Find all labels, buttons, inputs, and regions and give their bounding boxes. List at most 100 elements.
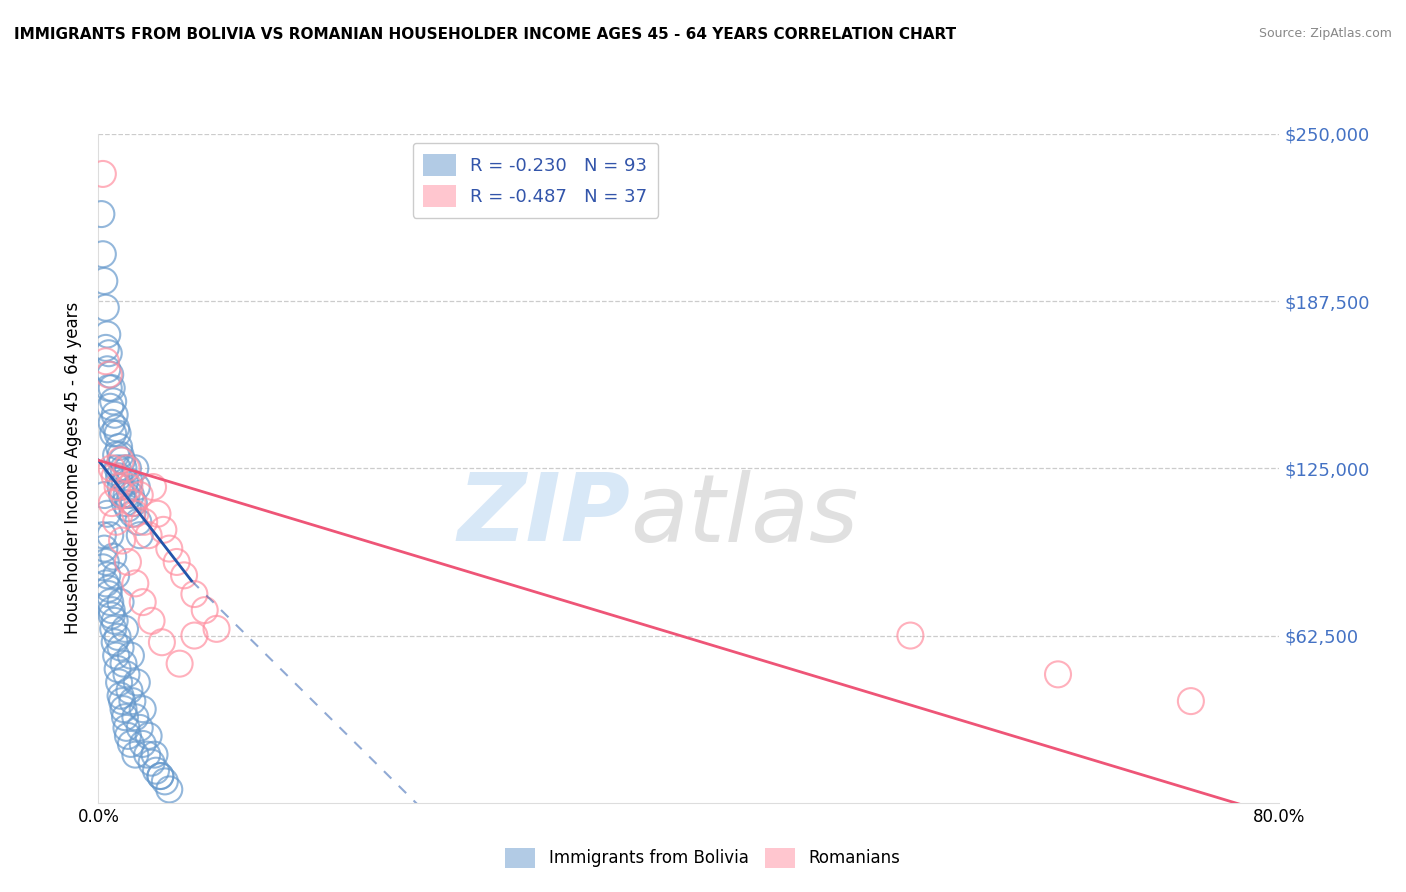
Point — [152, 523, 174, 537]
Point — [91, 528, 114, 542]
Point — [96, 507, 118, 521]
Point — [103, 394, 125, 409]
Point — [118, 683, 141, 698]
Point — [115, 721, 138, 735]
Point — [153, 774, 176, 789]
Point — [143, 747, 166, 762]
Point — [104, 408, 127, 422]
Point — [117, 501, 139, 516]
Text: Source: ZipAtlas.com: Source: ZipAtlas.com — [1258, 27, 1392, 40]
Point — [94, 576, 117, 591]
Point — [107, 426, 129, 441]
Point — [121, 694, 143, 708]
Point — [104, 614, 127, 628]
Point — [107, 480, 129, 494]
Point — [121, 496, 143, 510]
Point — [112, 488, 135, 502]
Point — [94, 354, 117, 368]
Point — [138, 528, 160, 542]
Point — [110, 595, 132, 609]
Point — [132, 702, 155, 716]
Point — [112, 461, 135, 475]
Point — [115, 667, 138, 681]
Point — [98, 528, 121, 542]
Point — [117, 729, 139, 743]
Point — [93, 274, 115, 288]
Point — [100, 603, 122, 617]
Point — [183, 587, 205, 601]
Point — [107, 461, 129, 475]
Point — [94, 555, 117, 569]
Point — [110, 480, 132, 494]
Point — [98, 595, 121, 609]
Point — [107, 662, 129, 676]
Point — [93, 541, 115, 556]
Point — [91, 247, 114, 261]
Point — [114, 496, 136, 510]
Point — [111, 453, 134, 467]
Point — [90, 207, 112, 221]
Point — [1180, 694, 1202, 708]
Point — [117, 461, 139, 475]
Point — [98, 400, 121, 414]
Point — [105, 568, 128, 582]
Point — [111, 533, 134, 548]
Point — [110, 453, 132, 467]
Point — [117, 555, 139, 569]
Point — [149, 769, 172, 783]
Point — [128, 721, 150, 735]
Point — [205, 622, 228, 636]
Point — [125, 480, 148, 494]
Point — [105, 448, 128, 462]
Point — [124, 507, 146, 521]
Point — [94, 341, 117, 355]
Point — [157, 782, 180, 797]
Point — [124, 710, 146, 724]
Point — [110, 640, 132, 655]
Text: IMMIGRANTS FROM BOLIVIA VS ROMANIAN HOUSEHOLDER INCOME AGES 45 - 64 YEARS CORREL: IMMIGRANTS FROM BOLIVIA VS ROMANIAN HOUS… — [14, 27, 956, 42]
Point — [132, 737, 155, 751]
Point — [121, 507, 143, 521]
Y-axis label: Householder Income Ages 45 - 64 years: Householder Income Ages 45 - 64 years — [65, 302, 83, 634]
Point — [100, 496, 122, 510]
Point — [96, 327, 118, 342]
Point — [108, 675, 131, 690]
Legend: R = -0.230   N = 93, R = -0.487   N = 37: R = -0.230 N = 93, R = -0.487 N = 37 — [412, 143, 658, 218]
Point — [128, 528, 150, 542]
Point — [114, 710, 136, 724]
Point — [103, 426, 125, 441]
Point — [115, 461, 138, 475]
Point — [169, 657, 191, 671]
Point — [91, 560, 114, 574]
Point — [120, 648, 142, 663]
Point — [94, 301, 117, 315]
Point — [141, 614, 163, 628]
Point — [900, 628, 922, 642]
Point — [105, 421, 128, 435]
Point — [122, 496, 145, 510]
Point — [124, 576, 146, 591]
Point — [149, 769, 172, 783]
Point — [103, 622, 125, 636]
Point — [118, 475, 141, 489]
Point — [114, 622, 136, 636]
Point — [97, 582, 120, 596]
Point — [173, 568, 195, 582]
Point — [132, 595, 155, 609]
Point — [97, 368, 120, 382]
Point — [104, 635, 127, 649]
Point — [98, 368, 121, 382]
Point — [91, 167, 114, 181]
Point — [112, 702, 135, 716]
Point — [112, 657, 135, 671]
Point — [166, 555, 188, 569]
Point — [110, 689, 132, 703]
Point — [134, 515, 156, 529]
Point — [100, 381, 122, 395]
Text: ZIP: ZIP — [457, 469, 630, 561]
Point — [97, 381, 120, 395]
Point — [97, 346, 120, 360]
Point — [150, 635, 173, 649]
Point — [128, 488, 150, 502]
Point — [124, 461, 146, 475]
